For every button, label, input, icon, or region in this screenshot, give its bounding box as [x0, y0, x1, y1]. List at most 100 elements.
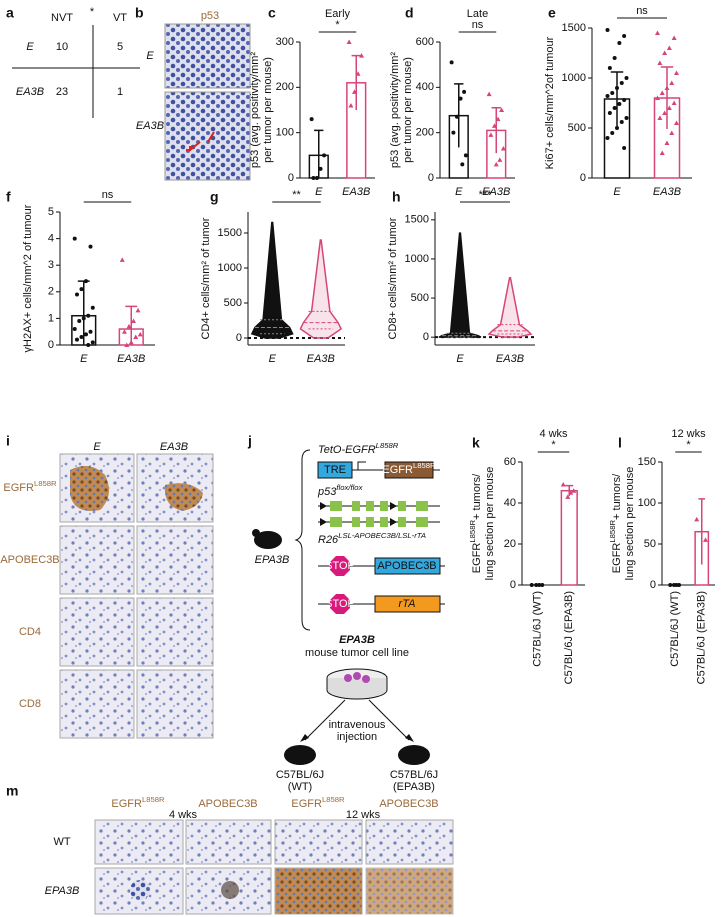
panel-letter: m	[6, 783, 18, 799]
mouse-icon	[254, 531, 282, 549]
data-point	[671, 35, 677, 40]
y-axis-label: CD8+ cells/mm² of tumor	[387, 217, 399, 339]
data-point	[605, 94, 610, 98]
panel-letter: l	[618, 435, 622, 451]
data-point	[346, 39, 352, 44]
data-point	[90, 305, 95, 310]
histology-image	[185, 819, 272, 865]
data-point	[624, 76, 629, 80]
y-tick-label: 20	[504, 538, 516, 550]
error-bar	[698, 498, 706, 565]
data-point	[86, 343, 91, 347]
text-part: R26	[318, 534, 339, 546]
histology-image	[365, 867, 454, 915]
data-point	[619, 81, 624, 85]
element-label: TRE	[324, 464, 346, 476]
y-tick-label: 200	[276, 81, 294, 93]
stain-region	[221, 881, 239, 899]
data-point	[657, 115, 663, 120]
error-bar	[77, 280, 90, 345]
arrow	[304, 699, 410, 741]
data-point	[617, 102, 622, 106]
data-point	[669, 80, 675, 85]
mouse-icon	[252, 529, 260, 537]
data-point	[659, 150, 665, 155]
superscript: L858R	[608, 520, 617, 543]
y-tick-label: 1000	[218, 262, 242, 274]
data-point	[666, 45, 672, 50]
panel-letter: d	[405, 5, 414, 21]
x-tick-label: EA3B	[482, 186, 510, 198]
cell: 1	[117, 86, 123, 98]
significance: ns	[102, 189, 114, 201]
y-axis-label: lung section per mouse	[624, 467, 636, 581]
data-point	[610, 131, 615, 135]
recipient: C57BL/6J	[276, 769, 324, 781]
data-point	[612, 106, 617, 110]
element-label: STOP	[325, 560, 355, 572]
data-point	[493, 161, 499, 167]
y-tick-label: 0	[650, 579, 656, 591]
data-point	[622, 98, 627, 102]
data-point	[351, 89, 357, 94]
y-axis-label: γH2AX+ cells/mm^2 of tumour	[22, 204, 34, 352]
panel-letter: i	[6, 433, 10, 449]
x-tick-label: E	[269, 353, 277, 365]
data-point	[119, 257, 125, 262]
data-point	[624, 116, 629, 120]
data-point	[694, 516, 700, 522]
chart: c 0 100 200 300 p53 (avg. positivity/mm² per t…	[249, 5, 375, 198]
data-point	[622, 146, 627, 150]
data-point	[488, 132, 494, 137]
data-point	[529, 583, 534, 587]
panel-letter: g	[210, 189, 219, 205]
superscript: L858R	[413, 461, 436, 470]
element-label: APOBEC3B	[377, 560, 436, 572]
timepoint: 12 wks	[346, 809, 381, 821]
y-tick-label: 1	[48, 312, 54, 324]
x-tick-label: C57BL/6J (WT)	[669, 591, 681, 667]
y-axis-label: EGFRL858R+ tumors/	[608, 473, 623, 573]
panel-m: m EGFRL858R APOBEC3B EGFRL858R APOBEC3B …	[6, 783, 454, 915]
stain-region	[130, 880, 150, 900]
chart-title: 4 wks	[539, 428, 568, 440]
data-point	[90, 340, 95, 345]
data-point	[659, 90, 665, 95]
text-part: EGFR	[3, 482, 34, 494]
data-point	[311, 176, 316, 180]
transgene: R26LSL-APOBEC3B/LSL-rTA	[318, 531, 426, 546]
text-part: EGFR	[611, 543, 623, 574]
x-tick-label: C57BL/6J (EPA3B)	[563, 591, 575, 684]
data-point	[309, 117, 314, 122]
data-point	[77, 319, 82, 324]
error-bar	[125, 305, 138, 345]
chart-title: Late	[467, 8, 488, 20]
data-point	[121, 329, 127, 334]
y-tick-label: 500	[411, 292, 429, 304]
data-point	[655, 30, 660, 35]
x-tick-label: EA3B	[307, 353, 335, 365]
histology-image	[59, 597, 135, 667]
y-axis-label: lung section per mouse	[484, 467, 496, 581]
element-box	[317, 461, 353, 479]
stain-label: p53	[201, 10, 219, 22]
cell: 10	[56, 41, 68, 53]
row-label: EGFRL858R	[3, 479, 57, 494]
data-point	[72, 236, 77, 241]
y-tick-label: 500	[568, 122, 586, 134]
histology-image	[274, 867, 363, 915]
data-point	[491, 123, 497, 128]
column-header: E	[93, 441, 101, 453]
superscript: LSL-APOBEC3B/LSL-rTA	[338, 531, 426, 540]
chart: e 0 500 1000 1500 Ki67+ cells/mm^2of tumour ns…	[544, 5, 692, 198]
element-box	[384, 461, 434, 479]
data-point	[126, 323, 132, 329]
y-tick-label: 300	[276, 36, 294, 48]
mouse-icon	[398, 745, 430, 765]
panel-letter: a	[6, 5, 14, 21]
data-point	[449, 60, 454, 65]
chart-title: Early	[325, 8, 351, 20]
y-axis-label: per tumor per mouse)	[262, 57, 274, 163]
row-label: E	[146, 50, 154, 62]
data-point	[131, 318, 137, 324]
